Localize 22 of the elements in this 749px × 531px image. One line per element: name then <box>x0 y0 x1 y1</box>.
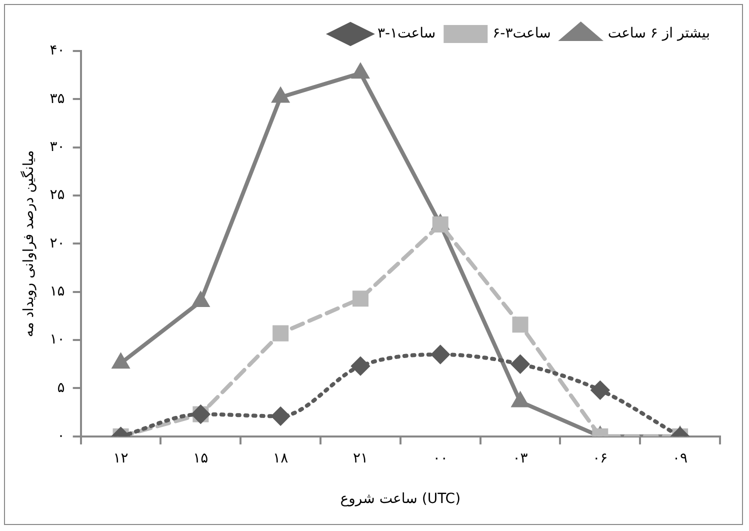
x-tick-label: ۰۰ <box>432 450 448 466</box>
y-tick-label: ۵ <box>57 380 65 396</box>
x-tick-label: ۰۹ <box>672 450 688 466</box>
legend-label: بیشتر از ۶ ساعت <box>608 26 710 42</box>
legend-label: ۶-۳ساعت <box>492 26 551 42</box>
y-tick-label: ۳۵ <box>50 90 65 107</box>
x-tick-label: ۰۶ <box>592 450 608 466</box>
y-tick-label: ۳۰ <box>50 138 65 155</box>
y-tick-label: ۱۵ <box>50 284 65 300</box>
y-axis-title: میانگین درصد فراوانی رویداد مه <box>20 150 38 338</box>
x-axis-title: ساعت شروع (UTC) <box>340 491 461 508</box>
x-tick-label: ۲۱ <box>352 450 368 466</box>
y-tick-label: ۰ <box>57 428 65 444</box>
x-tick-label: ۱۵ <box>193 450 208 466</box>
x-tick-label: ۱۲ <box>113 450 128 466</box>
legend-label: ۳-۱ساعت <box>377 26 436 42</box>
y-tick-label: ۱۰ <box>50 332 65 348</box>
y-tick-label: ۲۵ <box>50 187 65 204</box>
y-tick-label: ۲۰ <box>50 235 65 252</box>
x-tick-label: ۱۸ <box>273 450 289 466</box>
x-tick-label: ۰۳ <box>512 450 528 466</box>
y-tick-label: ۴۰ <box>50 42 65 59</box>
